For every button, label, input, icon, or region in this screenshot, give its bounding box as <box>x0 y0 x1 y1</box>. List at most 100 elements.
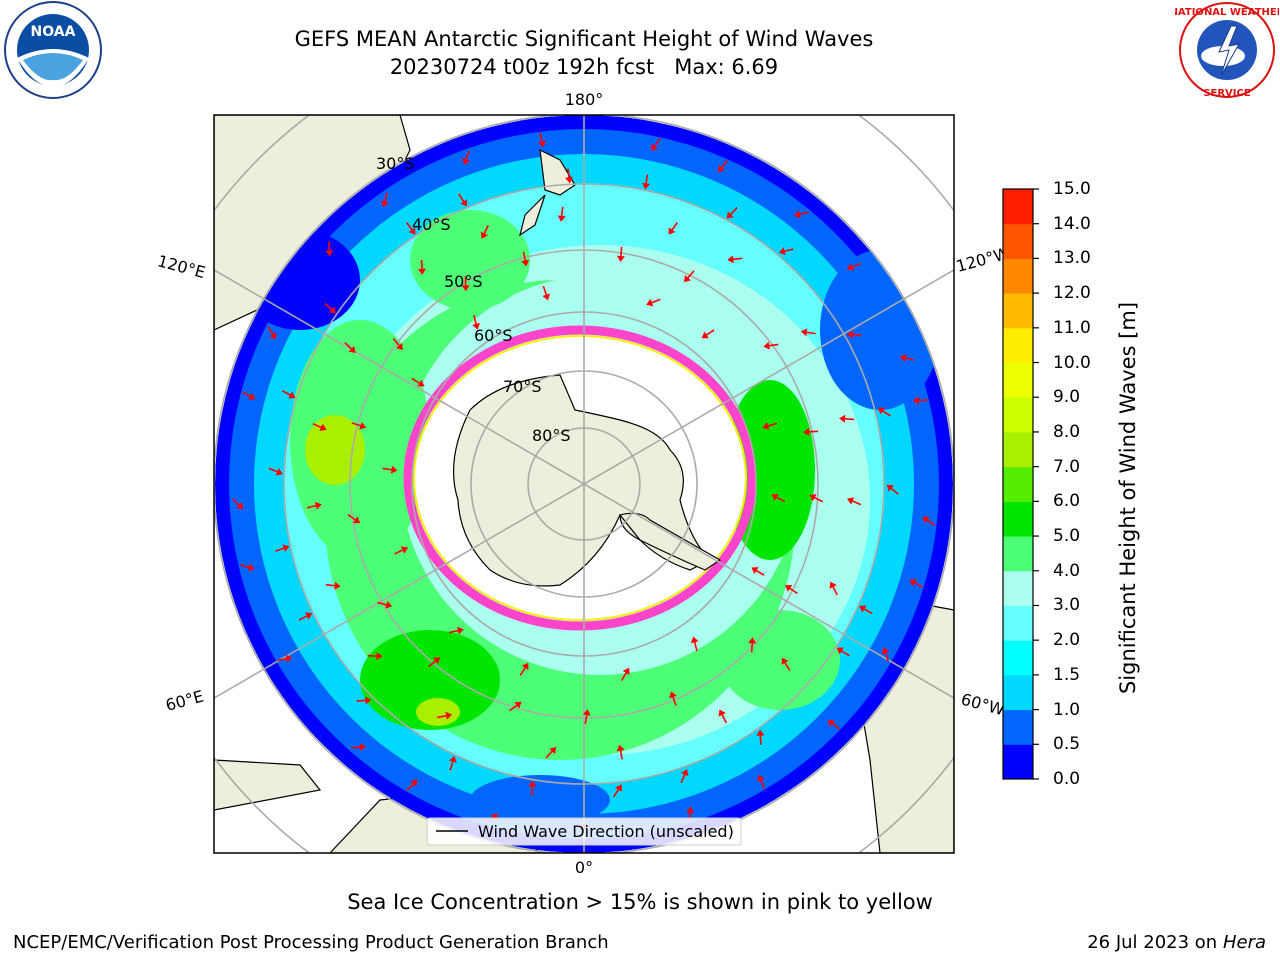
wave-direction-arrow <box>417 259 426 275</box>
lat-label-70s: 70°S <box>503 377 542 396</box>
producer-credit: NCEP/EMC/Verification Post Processing Pr… <box>13 932 609 953</box>
wave-direction-arrow <box>881 647 890 662</box>
colorbar-tick-label: 13.0 <box>1053 248 1091 269</box>
wave-direction-arrow <box>727 255 743 264</box>
wave-direction-arrow <box>405 222 416 235</box>
wave-direction-arrow <box>836 647 850 657</box>
wave-direction-arrow <box>701 329 715 339</box>
wave-direction-arrow <box>351 421 367 430</box>
wave-direction-arrow <box>809 494 824 503</box>
colorbar-segment <box>1003 189 1033 225</box>
lat-label-40s: 40°S <box>412 215 451 234</box>
colorbar-segment <box>1003 362 1033 398</box>
wave-direction-arrow <box>298 612 313 621</box>
wave-direction-arrow <box>324 302 336 314</box>
wave-direction-arrow <box>350 743 366 752</box>
map-legend: Wind Wave Direction (unscaled) <box>426 817 742 846</box>
colorbar-segment <box>1003 293 1033 329</box>
wave-direction-arrow <box>448 755 457 771</box>
wave-direction-arrow <box>377 600 393 609</box>
wave-direction-arrow <box>847 497 862 506</box>
wave-direction-arrow <box>325 581 341 590</box>
wave-direction-arrow <box>718 159 728 173</box>
wave-direction-arrow <box>683 270 695 283</box>
wave-direction-arrow <box>899 354 915 362</box>
wave-direction-arrow <box>312 422 327 431</box>
chart-subtitle: 20230724 t00z 192h fcst Max: 6.69 <box>389 55 779 79</box>
wave-direction-arrow <box>367 652 383 661</box>
noaa-logo: NOAA <box>4 1 102 99</box>
wave-direction-arrow <box>356 696 372 705</box>
wave-direction-arrow <box>756 729 765 745</box>
colorbar-segment <box>1003 327 1033 364</box>
colorbar-tick-label: 14.0 <box>1053 213 1091 234</box>
colorbar <box>1003 188 1039 780</box>
wave-direction-arrow <box>394 546 409 555</box>
wave-direction-arrow <box>480 225 489 239</box>
wave-direction-arrow <box>508 701 522 712</box>
lat-label-50s: 50°S <box>444 272 483 291</box>
colorbar-tick-label: 0.5 <box>1053 734 1081 755</box>
lon-label-0: 0° <box>575 858 593 877</box>
lat-label-60s: 60°S <box>474 326 513 345</box>
wave-direction-arrow <box>680 769 689 784</box>
chart-title: GEFS MEAN Antarctic Significant Height o… <box>294 27 874 51</box>
wave-direction-arrow <box>428 657 441 668</box>
wind-wave-arrows <box>232 132 936 839</box>
wave-direction-arrow <box>538 132 546 148</box>
wave-direction-arrow <box>793 210 809 219</box>
wave-direction-arrow <box>839 414 855 423</box>
wave-direction-arrow <box>275 544 290 553</box>
lat-label-80s: 80°S <box>532 426 571 445</box>
colorbar-segment <box>1003 466 1033 502</box>
wave-direction-arrow <box>612 784 622 798</box>
wave-direction-arrow <box>616 744 625 760</box>
colorbar-segment <box>1003 258 1033 294</box>
wave-direction-arrow <box>242 391 256 400</box>
colorbar-tick-label: 6.0 <box>1053 491 1081 512</box>
colorbar-tick-label: 8.0 <box>1053 421 1081 442</box>
map-frame <box>213 114 955 854</box>
colorbar-tick-label: 11.0 <box>1053 317 1091 338</box>
sea-ice-footnote: Sea Ice Concentration > 15% is shown in … <box>347 890 933 914</box>
production-date: 26 Jul 2023 on Hera <box>1087 932 1266 953</box>
sea-ice-edge <box>403 325 757 631</box>
wave-direction-arrow <box>748 637 757 653</box>
wave-direction-arrow <box>829 581 838 596</box>
svg-text:NOAA: NOAA <box>31 24 76 40</box>
wave-direction-arrow <box>306 501 322 510</box>
colorbar-label: Significant Height of Wind Waves [m] <box>1116 301 1140 695</box>
wave-direction-arrow <box>519 662 529 676</box>
wave-direction-arrow <box>281 390 296 399</box>
wave-direction-arrow <box>781 657 791 671</box>
colorbar-tick-label: 1.5 <box>1053 664 1081 685</box>
wave-direction-arrow <box>240 563 255 572</box>
wave-direction-arrow <box>785 585 798 595</box>
wave-direction-arrow <box>859 605 873 615</box>
colorbar-tick-label: 4.0 <box>1053 560 1081 581</box>
wave-direction-arrow <box>392 337 403 351</box>
wave-direction-arrow <box>762 422 777 430</box>
wave-direction-arrow <box>751 567 765 576</box>
wave-direction-arrow <box>382 465 398 474</box>
wave-direction-arrow <box>565 168 574 184</box>
wave-direction-arrow <box>669 691 677 706</box>
graticule <box>214 115 954 853</box>
colorbar-tick-label: 15.0 <box>1053 179 1091 199</box>
wave-direction-arrow <box>763 341 779 350</box>
production-host: Hera <box>1222 932 1266 953</box>
wave-direction-arrow <box>800 328 816 337</box>
wave-direction-arrow <box>557 206 566 222</box>
wave-direction-arrow <box>545 747 557 759</box>
svg-text:NATIONAL WEATHER: NATIONAL WEATHER <box>1175 7 1279 18</box>
wave-direction-arrow <box>458 193 468 207</box>
wave-direction-arrow <box>344 341 356 353</box>
map-area: 30°S 40°S 50°S 60°S 70°S 80°S Wind Wave … <box>214 115 954 853</box>
colorbar-segment <box>1003 709 1033 745</box>
wave-direction-arrow <box>886 484 899 495</box>
colorbar-segment <box>1003 570 1033 606</box>
wave-direction-arrow <box>846 262 861 271</box>
colorbar-tick-label: 12.0 <box>1053 283 1091 304</box>
svg-text:SERVICE: SERVICE <box>1203 88 1251 99</box>
wave-direction-arrow <box>909 579 923 588</box>
